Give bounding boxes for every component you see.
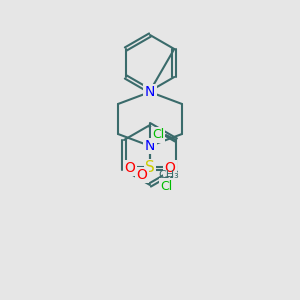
Text: O: O: [124, 161, 135, 175]
Text: Cl: Cl: [152, 128, 164, 142]
Text: Cl: Cl: [160, 179, 172, 193]
Text: CH₃: CH₃: [158, 170, 179, 180]
Text: N: N: [145, 85, 155, 99]
Text: O: O: [136, 168, 148, 182]
Text: O: O: [165, 161, 176, 175]
Text: N: N: [145, 139, 155, 153]
Text: S: S: [145, 160, 155, 175]
